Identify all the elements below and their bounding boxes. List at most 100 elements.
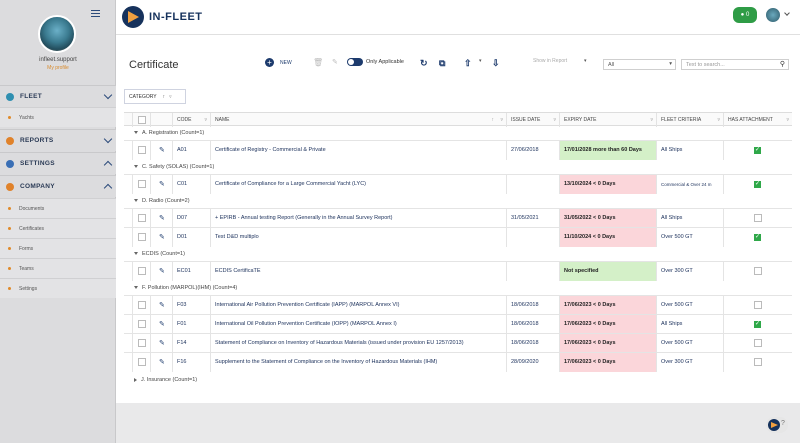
table-row[interactable]: ✎ D01 Test D&D multiplo 11/10/2024 < 0 Days…: [124, 227, 792, 247]
toggle-switch[interactable]: [347, 58, 363, 66]
my-profile-link[interactable]: My profile: [47, 65, 69, 71]
col-issue-date[interactable]: ISSUE DATE ▿: [507, 113, 560, 127]
pencil-icon[interactable]: ✎: [159, 340, 165, 347]
user-avatar[interactable]: [765, 7, 781, 23]
filter-icon[interactable]: ▿: [169, 93, 172, 100]
table-row[interactable]: ✎ EC01 ECDIS CertificaTE Not specified Over …: [124, 261, 792, 281]
table-row[interactable]: ✎ F14 Statement of Compliance on Inventory…: [124, 333, 792, 353]
expiry-date-cell: 13/10/2024 < 0 Days: [560, 175, 657, 194]
table-row[interactable]: ✎ F01 International Oil Pollution Preventi…: [124, 314, 792, 334]
sort-asc-icon[interactable]: ↑: [162, 93, 166, 100]
sidebar-item-settings[interactable]: Settings: [0, 278, 116, 298]
filter-icon[interactable]: ▿: [717, 117, 720, 123]
table-row[interactable]: ✎ F16 Supplement to the Statement of Compl…: [124, 352, 792, 372]
group-row[interactable]: D. Radio (Count=2): [124, 194, 792, 208]
export-icon[interactable]: ⇧: [464, 58, 472, 68]
avatar[interactable]: [38, 15, 76, 53]
name-cell: ECDIS CertificaTE: [211, 262, 507, 281]
new-button[interactable]: + NEW: [265, 58, 292, 67]
chevron-down-icon[interactable]: [134, 252, 138, 256]
expiry-date-value: 31/05/2022 < 0 Days: [564, 215, 616, 221]
row-checkbox[interactable]: [138, 358, 146, 366]
chevron-down-icon[interactable]: [134, 131, 138, 135]
select-all-checkbox[interactable]: [138, 116, 146, 124]
pencil-icon[interactable]: ✎: [159, 321, 165, 328]
issue-date-cell: 18/06/2018: [507, 296, 560, 315]
col-expiry-date[interactable]: EXPIRY DATE ▿: [560, 113, 657, 127]
pencil-icon[interactable]: ✎: [159, 359, 165, 366]
pencil-icon[interactable]: ✎: [159, 147, 165, 154]
row-select-cell: [133, 353, 151, 372]
row-checkbox[interactable]: [138, 146, 146, 154]
sort-asc-icon[interactable]: ↑: [491, 117, 495, 123]
fleet-criteria-cell: Over 300 GT: [657, 353, 724, 372]
report-dropdown-icon[interactable]: ▾: [584, 58, 587, 64]
notifications-button[interactable]: ● 0: [733, 7, 757, 23]
group-row[interactable]: C. Safety (SOLAS) (Count=1): [124, 160, 792, 174]
chevron-down-icon[interactable]: [134, 286, 138, 290]
filter-icon[interactable]: ▿: [553, 117, 556, 123]
filter-icon[interactable]: ▿: [786, 117, 789, 123]
pencil-icon[interactable]: ✎: [159, 234, 165, 241]
hamburger-menu-icon[interactable]: [91, 10, 100, 17]
row-checkbox[interactable]: [138, 214, 146, 222]
page-title: Certificate: [129, 59, 179, 71]
nav-fleet[interactable]: FLEET: [0, 85, 116, 107]
search-input[interactable]: Text to search... ⚲: [681, 59, 789, 70]
group-row[interactable]: ECDIS (Count=1): [124, 247, 792, 261]
chevron-right-icon[interactable]: [134, 377, 137, 382]
sidebar: infleet.support My profile FLEET Yachts …: [0, 0, 116, 443]
row-checkbox[interactable]: [138, 233, 146, 241]
group-row[interactable]: A. Registration (Count=1): [124, 126, 792, 140]
chevron-down-icon[interactable]: [784, 10, 790, 16]
pencil-icon[interactable]: ✎: [159, 302, 165, 309]
pencil-icon[interactable]: ✎: [159, 215, 165, 222]
col-fleet-criteria[interactable]: FLEET CRITERIA ▿: [657, 113, 724, 127]
trash-icon[interactable]: 🗑: [313, 58, 324, 67]
pencil-icon[interactable]: ✎: [332, 59, 338, 66]
download-icon[interactable]: ⇩: [492, 58, 500, 68]
pencil-icon[interactable]: ✎: [159, 268, 165, 275]
sidebar-item-documents[interactable]: Documents: [0, 198, 116, 218]
help-button[interactable]: ?: [766, 417, 788, 433]
only-applicable-toggle[interactable]: Only Applicable: [347, 58, 404, 66]
app-logo[interactable]: IN-FLEET: [122, 6, 203, 28]
copy-icon[interactable]: ⧉: [439, 58, 446, 68]
sidebar-item-forms[interactable]: Forms: [0, 238, 116, 258]
nav-reports[interactable]: REPORTS: [0, 129, 116, 151]
chevron-down-icon[interactable]: [134, 165, 138, 169]
refresh-icon[interactable]: ↻: [420, 58, 428, 68]
row-checkbox[interactable]: [138, 267, 146, 275]
sidebar-item-teams[interactable]: Teams: [0, 258, 116, 278]
col-has-attachment[interactable]: HAS ATTACHMENT ▿: [724, 113, 792, 127]
sidebar-item-yachts[interactable]: Yachts: [0, 107, 116, 127]
row-checkbox[interactable]: [138, 339, 146, 347]
table-row[interactable]: ✎ D07 + EPIRB - Annual testing Report (Gen…: [124, 208, 792, 228]
table-row[interactable]: ✎ A01 Certificate of Registry - Commercial…: [124, 140, 792, 160]
table-row[interactable]: ✎ F03 International Air Pollution Preventi…: [124, 295, 792, 315]
search-icon[interactable]: ⚲: [779, 61, 785, 68]
col-name[interactable]: NAME ↑ ▿: [211, 113, 507, 127]
row-checkbox[interactable]: [138, 301, 146, 309]
group-row[interactable]: F. Pollution (MARPOL)(IHM) (Count=4): [124, 281, 792, 295]
group-row[interactable]: J. Insurance (Count=1): [124, 373, 792, 387]
filter-icon[interactable]: ▿: [650, 117, 653, 123]
col-code[interactable]: CODE ▿: [173, 113, 211, 127]
pencil-icon[interactable]: ✎: [159, 181, 165, 188]
export-dropdown-icon[interactable]: ▾: [479, 58, 482, 64]
expiry-date-value: 13/10/2024 < 0 Days: [564, 181, 616, 187]
sidebar-item-certificates[interactable]: Certificates: [0, 218, 116, 238]
row-checkbox[interactable]: [138, 320, 146, 328]
edit-cell: ✎: [151, 296, 173, 315]
filter-select[interactable]: All ▾: [603, 59, 676, 70]
row-checkbox[interactable]: [138, 180, 146, 188]
row-select-cell: [133, 315, 151, 334]
filter-icon[interactable]: ▿: [204, 117, 207, 123]
code-cell: D01: [173, 228, 211, 247]
nav-settings[interactable]: SETTINGS: [0, 152, 116, 174]
nav-company[interactable]: COMPANY: [0, 175, 116, 197]
group-by-category[interactable]: CATEGORY ↑ ▿: [124, 89, 186, 104]
table-row[interactable]: ✎ C01 Certificate of Compliance for a Larg…: [124, 174, 792, 194]
chevron-down-icon[interactable]: [134, 199, 138, 203]
filter-icon[interactable]: ▿: [500, 117, 503, 123]
